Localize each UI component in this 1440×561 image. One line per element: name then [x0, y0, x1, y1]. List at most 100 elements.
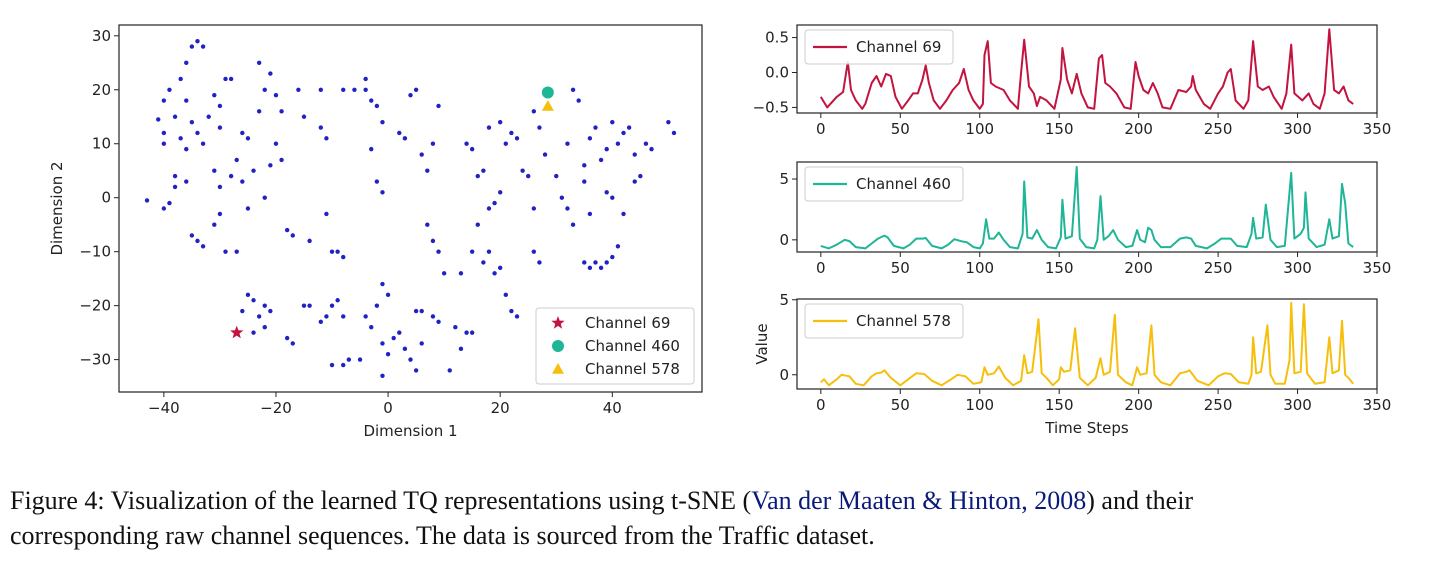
- scatter-point: [447, 368, 452, 373]
- scatter-point: [666, 119, 671, 125]
- scatter-point: [318, 87, 324, 92]
- y-tick-label: 0.0: [765, 63, 789, 81]
- scatter-point: [184, 60, 189, 65]
- y-tick-label: −30: [79, 351, 111, 369]
- scatter-point: [436, 319, 441, 325]
- citation-link[interactable]: Van der Maaten & Hinton, 2008: [751, 486, 1087, 515]
- x-tick-label: 250: [1204, 396, 1233, 414]
- scatter-point: [200, 244, 206, 249]
- scatter-point: [430, 238, 436, 244]
- scatter-point: [531, 109, 537, 114]
- scatter-point: [570, 222, 576, 227]
- scatter-point: [610, 195, 615, 200]
- x-tick-label: 50: [891, 259, 910, 277]
- scatter-point: [268, 308, 273, 314]
- scatter-point: [610, 254, 615, 260]
- scatter-point: [273, 92, 279, 98]
- y-tick-label: 5: [779, 170, 789, 188]
- scatter-point: [425, 222, 430, 227]
- scatter-point: [531, 206, 537, 211]
- scatter-point: [369, 325, 374, 330]
- legend-label: Channel 578: [856, 312, 951, 330]
- caption-line-1: Figure 4: Visualization of the learned T…: [10, 486, 1194, 515]
- x-tick-label: 350: [1363, 120, 1392, 138]
- scatter-point: [161, 206, 167, 211]
- scatter-point: [318, 319, 324, 325]
- scatter-point: [324, 136, 329, 141]
- scatter-point: [212, 222, 217, 227]
- scatter-point: [184, 179, 189, 184]
- scatter-point: [268, 71, 273, 76]
- scatter-point: [475, 222, 480, 227]
- scatter-point: [464, 330, 469, 335]
- scatter-point: [598, 157, 604, 163]
- scatter-point: [497, 119, 503, 125]
- scatter-point: [509, 130, 514, 136]
- y-tick-label: 30: [92, 27, 111, 45]
- y-tick-label: 0: [779, 366, 789, 384]
- scatter-point: [531, 249, 537, 254]
- y-tick-label: 10: [92, 135, 111, 153]
- x-tick-label: 250: [1204, 259, 1233, 277]
- scatter-point: [486, 249, 492, 254]
- series-line-channel-460: [820, 165, 1354, 250]
- scatter-point: [497, 190, 503, 195]
- y-tick-label: 5: [779, 291, 789, 309]
- scatter-point: [363, 314, 368, 319]
- scatter-point: [419, 341, 424, 346]
- scatter-point: [425, 168, 430, 173]
- scatter-point: [582, 179, 587, 184]
- x-tick-label: 300: [1283, 120, 1312, 138]
- scatter-point: [212, 168, 217, 173]
- scatter-point: [212, 92, 217, 98]
- scatter-point: [604, 146, 609, 152]
- scatter-point: [245, 136, 251, 141]
- scatter-point: [172, 184, 178, 190]
- scatter-point: [497, 265, 503, 271]
- scatter-point: [380, 119, 385, 125]
- plot-frame: [796, 161, 1378, 253]
- scatter-point: [397, 130, 402, 136]
- scatter-point: [228, 173, 234, 179]
- scatter-point: [240, 308, 245, 314]
- scatter-point: [245, 206, 251, 211]
- series-line-channel-578: [820, 301, 1354, 387]
- x-tick-label: 350: [1363, 259, 1392, 277]
- highlight-channel-578: [541, 99, 554, 111]
- scatter-point: [565, 141, 570, 146]
- scatter-point: [408, 357, 413, 362]
- x-tick-label: 50: [891, 396, 910, 414]
- scatter-point: [296, 87, 301, 92]
- scatter-point: [632, 179, 637, 184]
- x-axis-label: Time Steps: [1044, 419, 1129, 437]
- scatter-point: [514, 314, 520, 319]
- scatter-point: [228, 76, 234, 82]
- scatter-point: [604, 260, 609, 265]
- figure-caption: Figure 4: Visualization of the learned T…: [10, 483, 1435, 553]
- scatter-point: [380, 281, 385, 287]
- legend-label: Channel 578: [585, 360, 680, 378]
- scatter-point: [341, 87, 346, 92]
- scatter-point: [363, 87, 368, 92]
- x-axis-label: Dimension 1: [363, 422, 457, 440]
- scatter-point: [503, 141, 508, 146]
- x-tick-label: 100: [965, 259, 994, 277]
- scatter-point: [615, 244, 621, 249]
- scatter-point: [385, 292, 391, 298]
- scatter-point: [537, 125, 542, 130]
- scatter-point: [397, 330, 402, 335]
- x-tick-label: 200: [1124, 120, 1153, 138]
- plot-frame: [796, 24, 1378, 114]
- scatter-point: [570, 87, 576, 92]
- legend-label: Channel 460: [585, 337, 680, 355]
- scatter-point: [402, 346, 408, 352]
- x-tick-label: −40: [148, 399, 180, 417]
- scatter-point: [161, 98, 167, 103]
- scatter-point: [469, 249, 475, 254]
- scatter-point: [402, 136, 408, 141]
- scatter-point: [464, 141, 469, 146]
- scatter-point: [357, 357, 363, 362]
- scatter-point: [324, 211, 329, 217]
